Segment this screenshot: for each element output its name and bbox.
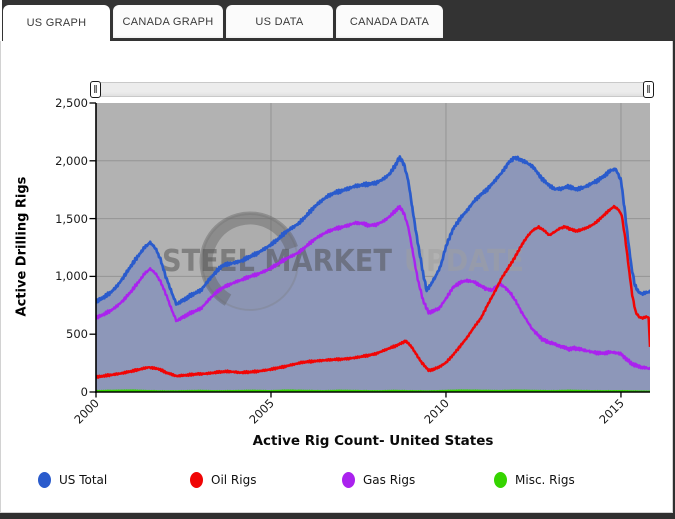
us-total-marker-icon — [38, 471, 51, 488]
legend-item-us-total[interactable]: US Total — [38, 470, 107, 489]
panel-left-edge — [0, 0, 2, 41]
range-slider-left-handle[interactable]: ‖ — [90, 81, 101, 98]
drag-handle-icon: ‖ — [93, 84, 98, 94]
gas-rigs-marker-icon — [342, 471, 355, 488]
y-axis-title: Active Drilling Rigs — [14, 176, 30, 317]
y-tick-label: 2,000 — [55, 154, 88, 168]
legend-label: Gas Rigs — [363, 472, 416, 487]
legend-label: Misc. Rigs — [515, 472, 575, 487]
drag-handle-icon: ‖ — [646, 84, 651, 94]
tab-us-data[interactable]: US DATA — [226, 5, 333, 38]
legend-item-gas-rigs[interactable]: Gas Rigs — [342, 470, 415, 489]
y-tick-label: 1,000 — [55, 269, 88, 283]
tab-canada-graph[interactable]: CANADA GRAPH — [113, 5, 223, 38]
misc-rigs-marker-icon — [494, 471, 507, 488]
chart-title: Active Rig Count- United States — [252, 433, 494, 449]
tab-bar: US GRAPH CANADA GRAPH US DATA CANADA DAT… — [0, 0, 675, 41]
watermark-text-primary: STEEL MARKET — [162, 244, 392, 279]
y-tick-label: 1,500 — [55, 212, 88, 226]
legend-label: US Total — [59, 472, 108, 487]
y-tick-label: 500 — [66, 327, 88, 341]
tab-us-graph[interactable]: US GRAPH — [3, 5, 110, 41]
oil-rigs-marker-icon — [190, 471, 203, 488]
legend-item-misc-rigs[interactable]: Misc. Rigs — [494, 470, 575, 489]
range-slider-track[interactable] — [96, 82, 650, 97]
range-slider-right-handle[interactable]: ‖ — [643, 81, 654, 98]
legend-item-oil-rigs[interactable]: Oil Rigs — [190, 470, 256, 489]
tab-canada-data[interactable]: CANADA DATA — [336, 5, 443, 38]
legend-label: Oil Rigs — [211, 472, 257, 487]
y-tick-label: 0 — [80, 385, 88, 399]
y-tick-label: 2,500 — [55, 96, 88, 110]
